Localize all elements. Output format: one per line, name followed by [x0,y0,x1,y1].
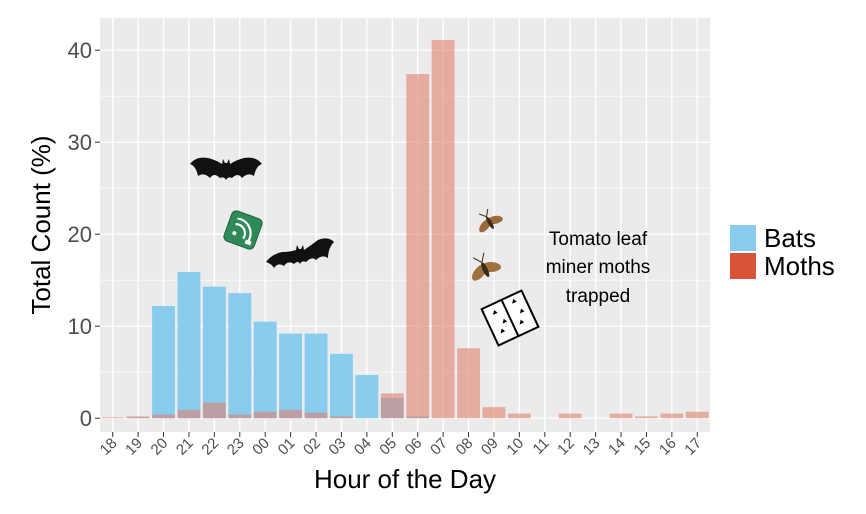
bar-moths-19 [126,416,150,419]
bar-bats-22 [202,286,226,419]
annotation-line-1: Tomato leaf [549,229,648,250]
x-tick-label: 10 [503,435,527,459]
x-tick-label: 23 [224,435,248,459]
y-tick-label: 40 [68,38,92,63]
bar-moths-18 [101,417,125,419]
moths-series [101,40,709,419]
x-tick-label: 07 [427,435,451,459]
bat-icon [190,157,262,180]
bar-bats-01 [279,333,303,419]
x-tick-label: 21 [173,435,197,459]
x-tick-label: 09 [478,435,502,459]
y-tick-label: 10 [68,314,92,339]
x-tick-label: 01 [275,435,299,459]
x-tick-label: 05 [376,435,400,459]
acoustic-detector-icon [223,210,263,250]
legend-key-bats [730,225,756,251]
plot-panel [100,18,710,432]
bar-moths-15 [635,416,658,419]
bar-moths-14 [609,413,633,419]
x-tick-label: 22 [198,435,222,459]
bar-moths-21 [177,409,201,419]
bar-bats-23 [228,293,252,419]
bar-moths-09 [482,407,506,419]
x-tick-label: 13 [580,435,604,459]
bar-moths-16 [660,413,684,419]
bar-moths-20 [152,414,175,419]
y-axis-ticks: 0 10 20 30 40 [68,38,100,431]
moth-icon [472,252,501,281]
bar-bats-04 [355,374,379,419]
bar-moths-01 [279,409,303,419]
x-tick-label: 03 [325,435,349,459]
legend: Bats Moths [730,223,835,281]
x-tick-label: 17 [681,435,705,459]
bar-bats-20 [152,305,175,419]
moth-icon [478,208,503,233]
bar-moths-00 [253,411,277,419]
bar-bats-21 [177,271,201,419]
legend-label-bats: Bats [764,223,816,253]
bar-moths-07 [431,40,455,419]
x-axis-title: Hour of the Day [314,464,496,494]
y-tick-label: 0 [80,406,92,431]
bar-moths-22 [202,402,226,419]
x-tick-label: 02 [300,435,324,459]
bar-moths-03 [330,416,353,419]
x-tick-label: 12 [554,435,578,459]
x-tick-label: 00 [249,435,273,459]
x-tick-label: 06 [402,435,426,459]
annotation-line-2: miner moths [546,257,651,278]
bar-moths-10 [507,413,531,419]
bat-icon [266,238,334,268]
x-tick-label: 15 [630,435,654,459]
bar-moths-06 [406,74,430,419]
x-tick-label: 08 [453,435,477,459]
y-tick-label: 30 [68,130,92,155]
x-tick-label: 18 [97,435,121,459]
bar-moths-02 [304,412,328,419]
x-tick-label: 19 [122,435,146,459]
legend-key-moths [730,253,756,279]
x-tick-label: 20 [148,435,172,459]
bats-series [126,271,430,419]
x-axis-ticks: 18 19 20 21 22 23 00 01 02 03 04 05 06 07 08 09 10 11 12 13… [97,432,705,459]
x-tick-label: 14 [605,435,629,459]
bar-moths-23 [228,414,252,419]
y-tick-label: 20 [68,222,92,247]
bar-moths-12 [558,413,582,419]
bar-moths-17 [685,411,709,419]
annotation-line-3: trapped [566,286,630,307]
x-tick-label: 16 [656,435,680,459]
bar-moths-05 [380,393,404,419]
bar-moths-08 [457,348,480,419]
sticky-trap-icon [480,289,540,347]
annotation: Tomato leaf miner moths trapped [546,229,651,307]
bar-bats-03 [330,353,353,419]
bar-bats-00 [253,321,277,419]
bar-bats-02 [304,333,328,419]
legend-label-moths: Moths [764,251,835,281]
x-tick-label: 11 [530,435,553,458]
x-tick-label: 04 [351,435,375,459]
y-axis-title: Total Count (%) [26,135,56,314]
